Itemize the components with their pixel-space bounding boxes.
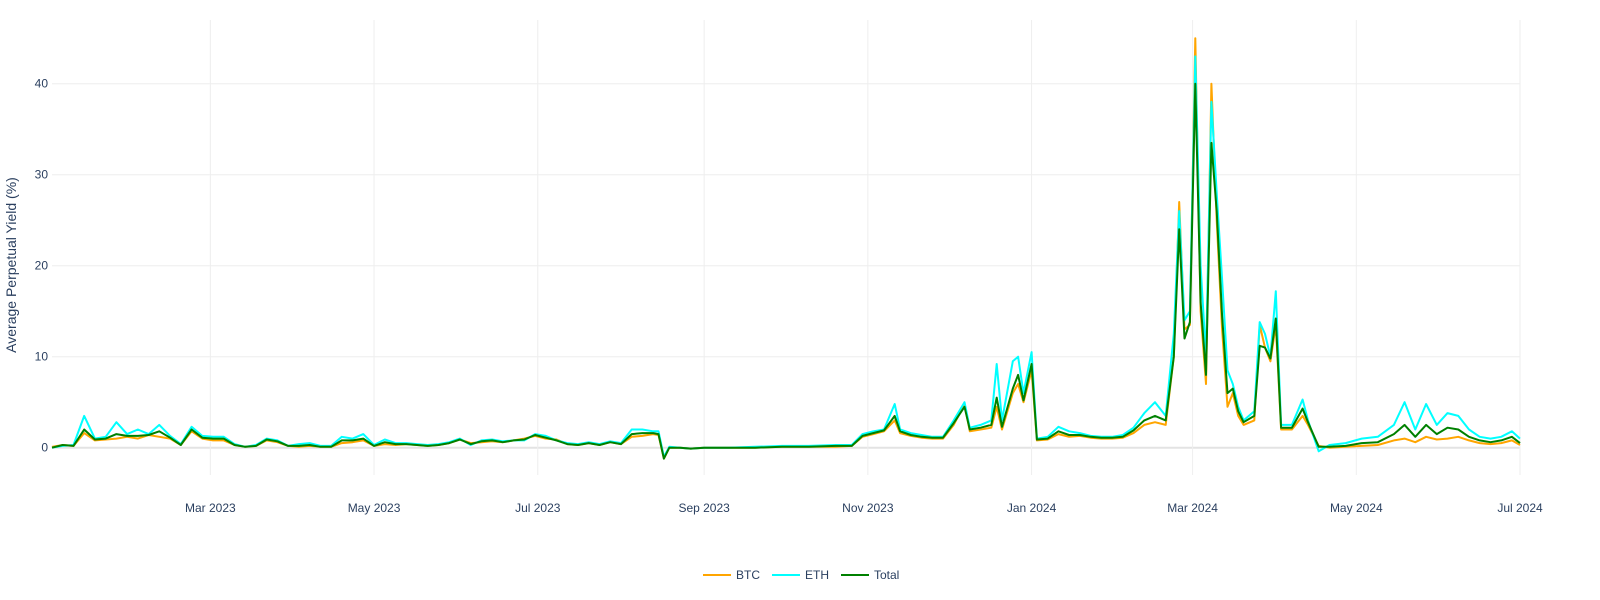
x-tick-label-4: Nov 2023: [842, 501, 894, 515]
x-tick-label-3: Sep 2023: [678, 501, 730, 515]
x-tick-label-6: Mar 2024: [1167, 501, 1218, 515]
y-tick-label-0: 0: [41, 441, 48, 455]
x-tick-label-1: May 2023: [348, 501, 401, 515]
x-tick-label-5: Jan 2024: [1007, 501, 1057, 515]
x-tick-label-7: May 2024: [1330, 501, 1383, 515]
legend-label-total: Total: [874, 568, 899, 582]
x-axis-ticks: Mar 2023 May 2023 Jul 2023 Sep 2023 Nov 2023…: [185, 501, 1543, 515]
series-line-btc: [51, 37, 1521, 460]
y-tick-label-4: 40: [35, 77, 49, 91]
legend-item-total[interactable]: Total: [841, 568, 899, 582]
legend[interactable]: BTC ETH Total: [703, 568, 899, 582]
x-tick-label-2: Jul 2023: [515, 501, 561, 515]
y-tick-label-2: 20: [35, 259, 49, 273]
legend-label-btc: BTC: [736, 568, 760, 582]
y-tick-label-3: 30: [35, 168, 49, 182]
series-lines: [51, 37, 1521, 460]
y-axis-title: Average Perpetual Yield (%): [3, 177, 19, 353]
y-tick-label-1: 10: [35, 350, 49, 364]
x-tick-label-0: Mar 2023: [185, 501, 236, 515]
series-line-total: [51, 82, 1521, 460]
grid: [52, 20, 1521, 475]
series-line-eth: [51, 55, 1521, 458]
legend-label-eth: ETH: [805, 568, 829, 582]
y-axis-ticks: 0 10 20 30 40: [35, 77, 49, 455]
x-tick-label-8: Jul 2024: [1497, 501, 1543, 515]
legend-item-btc[interactable]: BTC: [703, 568, 760, 582]
legend-item-eth[interactable]: ETH: [772, 568, 829, 582]
